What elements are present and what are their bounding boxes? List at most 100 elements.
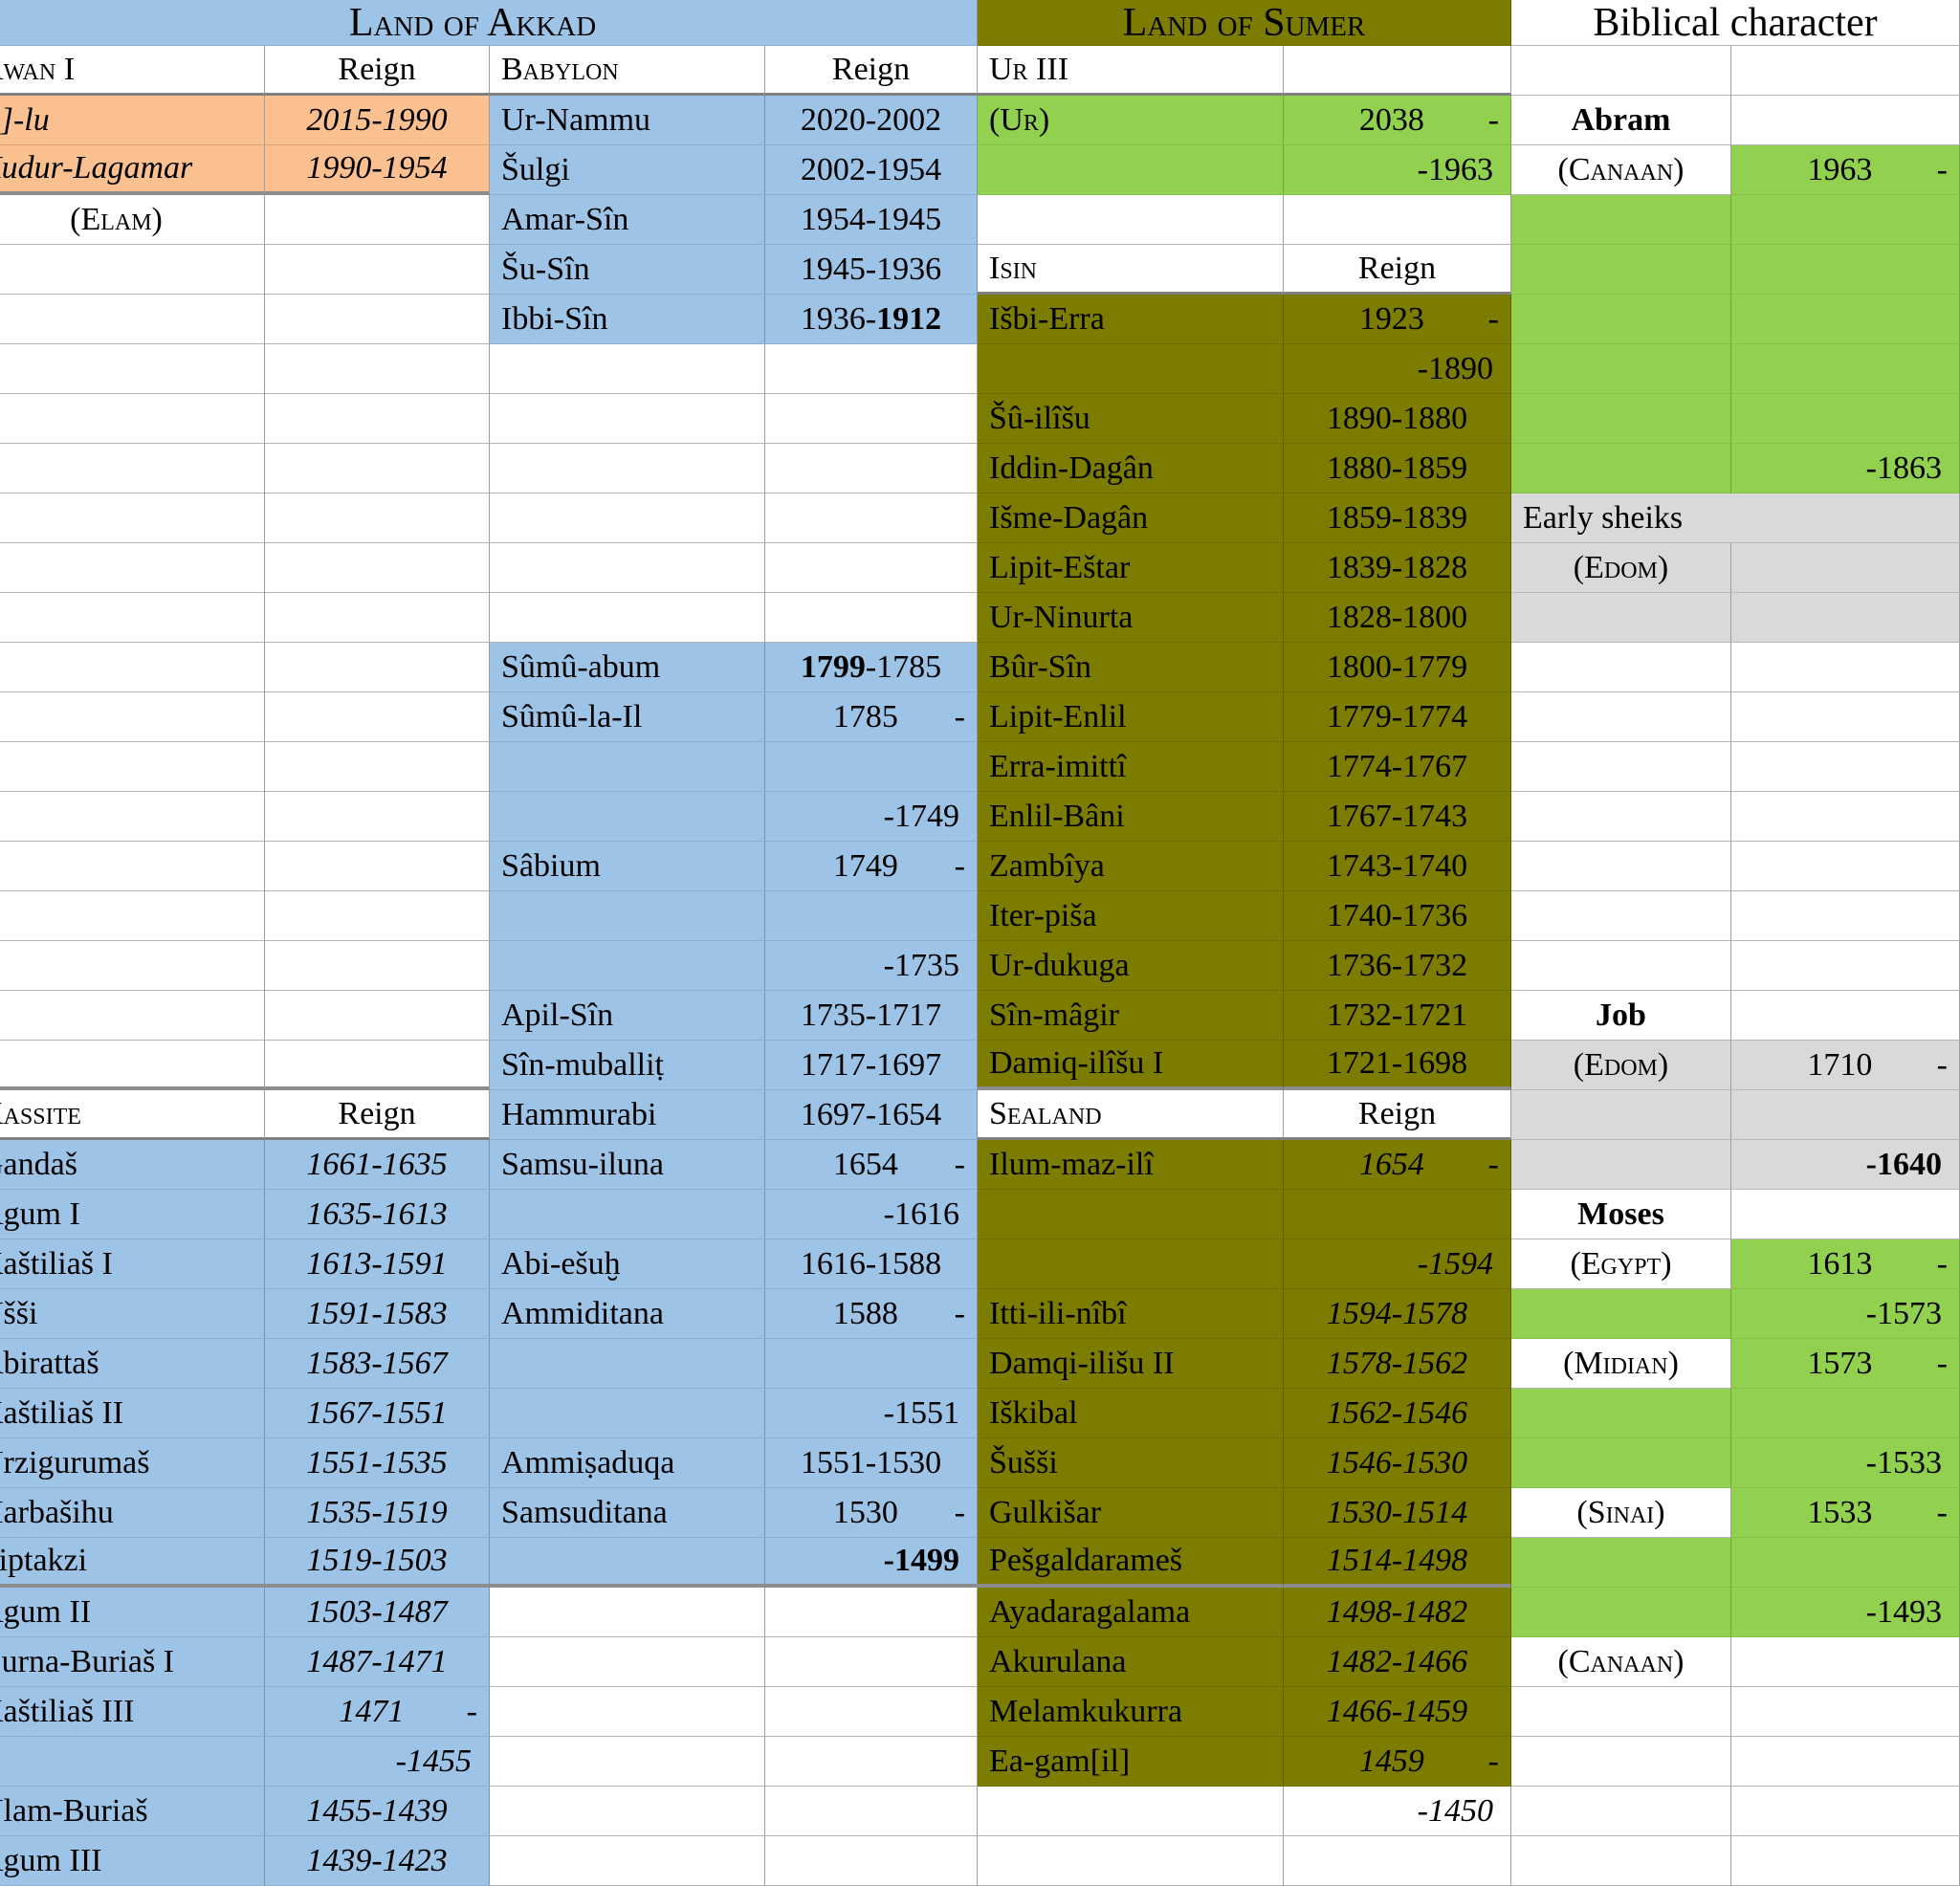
king-name-cell: Šû-ilîšu [978,394,1284,444]
empty-cell [1511,643,1731,692]
king-name-cell: Akurulana [978,1637,1284,1687]
reign-cell: 1530-1514 [1284,1488,1511,1538]
location-edom: (Edom) [1511,1041,1731,1090]
reign-cell: 1954-1945 [765,195,978,245]
king-name-cell: Išbi-Erra [978,295,1284,344]
king-name-cell: Itti-ili-nîbî [978,1289,1284,1339]
king-name-cell: Erra-imittî [978,742,1284,792]
empty-cell [1511,46,1731,96]
reign-cell: 1945-1936 [765,245,978,295]
reign-cell: 1839-1828 [1284,543,1511,593]
empty-cell [978,145,1284,195]
empty-cell [490,394,765,444]
empty-cell [0,941,265,991]
empty-cell [1731,1637,1960,1687]
king-name-cell: Ušši [0,1289,265,1339]
king-name-cell: Agum I [0,1190,265,1239]
empty-cell [1511,1389,1731,1438]
empty-cell [765,593,978,643]
reign-cell: 1487-1471 [265,1637,490,1687]
empty-cell [1731,593,1960,643]
king-name-cell: Amar-Sîn [490,195,765,245]
king-name-cell: Enlil-Bâni [978,792,1284,842]
empty-cell [490,1588,765,1637]
empty-cell [490,891,765,941]
king-name-cell: [ ]-lu [0,96,265,145]
empty-cell [0,742,265,792]
king-name-cell: Gandaš [0,1140,265,1190]
king-name-cell: Šušši [978,1438,1284,1488]
reign-cell: 1613-1591 [265,1239,490,1289]
empty-cell [1511,941,1731,991]
empty-cell [978,1836,1284,1886]
empty-cell [1731,1836,1960,1886]
empty-cell [1731,46,1960,96]
location-egypt: (Egypt) [1511,1239,1731,1289]
king-name-cell: Lipit-Enlil [978,692,1284,742]
biblical-date-cell: -1573 [1731,1289,1960,1339]
biblical-character-abram: Abram [1511,96,1731,145]
empty-cell [265,593,490,643]
king-name-cell: Ur-Nammu [490,96,765,145]
king-name-cell: Samsu-iluna [490,1140,765,1190]
empty-cell [1731,643,1960,692]
king-name-cell: Apil-Sîn [490,991,765,1041]
reign-cell: 1936- 1912 [765,295,978,344]
reign-cell: 1732-1721 [1284,991,1511,1041]
empty-cell [1731,792,1960,842]
reign-cell: 1471- [265,1687,490,1737]
king-name-cell: Agum II [0,1588,265,1637]
reign-cell: 1439-1423 [265,1836,490,1886]
empty-cell [1731,245,1960,295]
reign-cell: -1450 [1284,1787,1511,1836]
title-land-of-sumer: Land of Sumer [978,0,1511,46]
king-name-cell: Samsuditana [490,1488,765,1538]
reign-cell: 1530- [765,1488,978,1538]
reign-cell: 1562-1546 [1284,1389,1511,1438]
reign-column-header: Reign [1284,245,1511,295]
reign-cell: 1749- [765,842,978,891]
empty-cell [1731,742,1960,792]
reign-cell: 1635-1613 [265,1190,490,1239]
empty-cell [265,842,490,891]
king-name-cell: Ur-dukuga [978,941,1284,991]
reign-cell: -1594 [1284,1239,1511,1289]
reign-cell: 1546-1530 [1284,1438,1511,1488]
king-name-cell: Burna-Buriaš I [0,1637,265,1687]
empty-cell [765,1588,978,1637]
dynasty-header-sealand: Sealand [978,1090,1284,1140]
empty-cell [765,444,978,493]
empty-cell [765,1787,978,1836]
empty-cell [765,1339,978,1389]
reign-column-header: Reign [1284,1090,1511,1140]
king-name-cell: Ilum-maz-ilî [978,1140,1284,1190]
empty-cell [1511,1737,1731,1787]
empty-cell [765,1737,978,1787]
reign-cell: 1767-1743 [1284,792,1511,842]
empty-cell [765,1637,978,1687]
empty-cell [1284,1836,1511,1886]
king-name-cell: Šu-Sîn [490,245,765,295]
empty-cell [1511,1538,1731,1588]
empty-cell [978,344,1284,394]
king-name-cell: Lipit-Eštar [978,543,1284,593]
empty-cell [1511,1836,1731,1886]
empty-cell [1731,96,1960,145]
empty-cell [265,245,490,295]
reign-cell: 1583-1567 [265,1339,490,1389]
reign-cell: 1498-1482 [1284,1588,1511,1637]
empty-cell [765,344,978,394]
king-name-cell: Šulgi [490,145,765,195]
empty-cell [490,1637,765,1687]
empty-cell [765,891,978,941]
empty-cell [265,295,490,344]
reign-cell: 2002-1954 [765,145,978,195]
reign-cell: 1466-1459 [1284,1687,1511,1737]
reign-cell: 1578-1562 [1284,1339,1511,1389]
king-name-cell: Agum III [0,1836,265,1886]
king-name-cell: Ea-gam[il] [978,1737,1284,1787]
reign-cell: 1567-1551 [265,1389,490,1438]
empty-cell [1511,1588,1731,1637]
king-name-cell: Pešgaldarameš [978,1538,1284,1588]
